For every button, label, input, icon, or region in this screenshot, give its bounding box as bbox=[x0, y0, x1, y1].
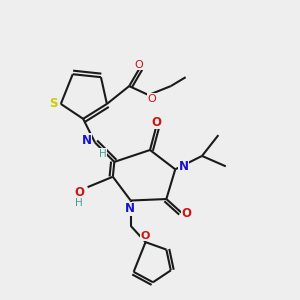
Text: O: O bbox=[151, 116, 161, 129]
Text: O: O bbox=[134, 60, 143, 70]
Text: O: O bbox=[182, 207, 192, 220]
Text: N: N bbox=[178, 160, 189, 173]
Text: S: S bbox=[49, 98, 58, 110]
Text: N: N bbox=[82, 134, 92, 147]
Text: O: O bbox=[148, 94, 157, 103]
Text: N: N bbox=[125, 202, 135, 215]
Text: O: O bbox=[141, 231, 150, 241]
Text: H: H bbox=[99, 148, 107, 159]
Text: H: H bbox=[75, 198, 83, 208]
Text: O: O bbox=[74, 186, 84, 199]
